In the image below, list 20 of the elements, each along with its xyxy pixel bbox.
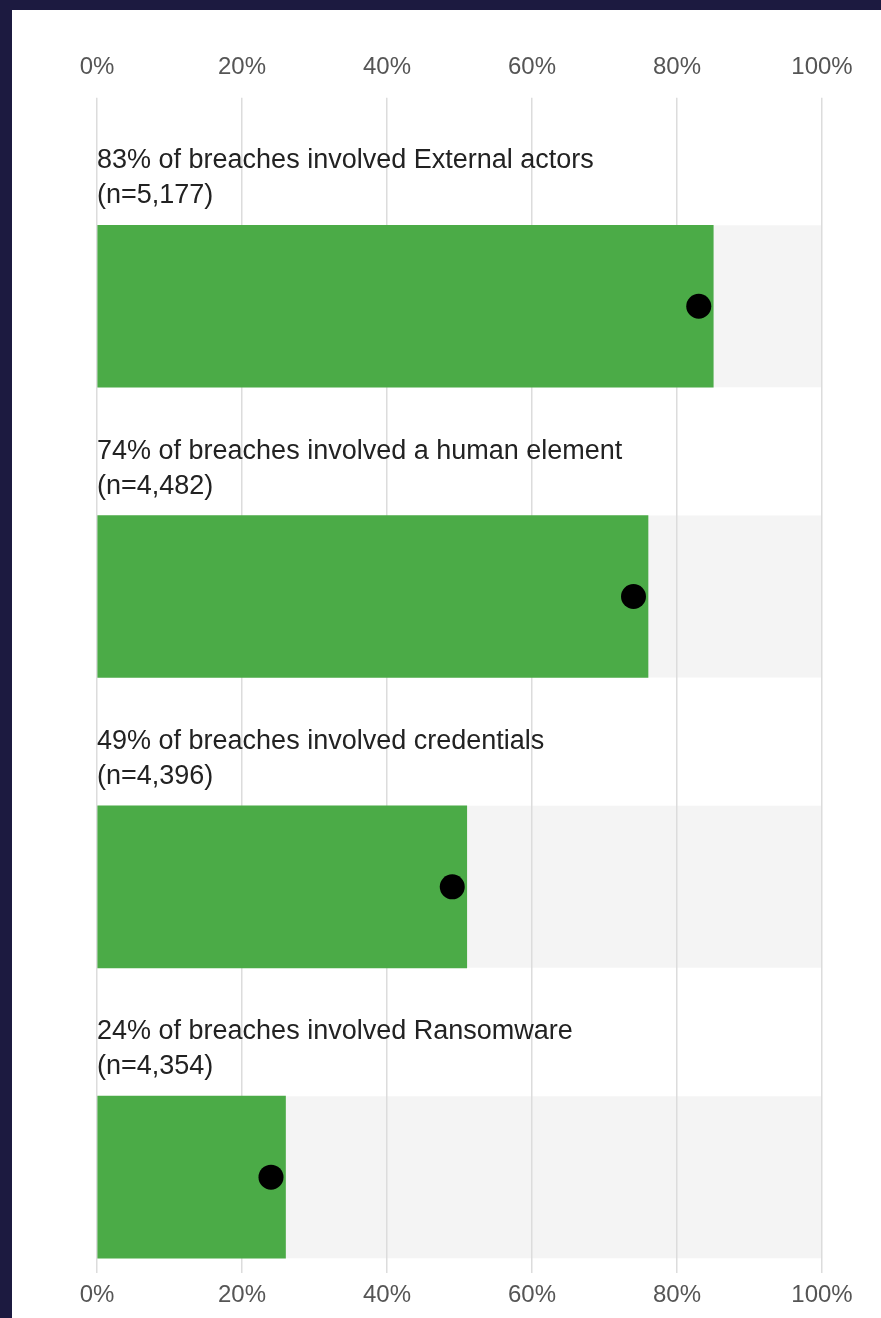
- y-tick-label: 24% of breaches involved Ransomware (n=4,354): [97, 1015, 573, 1081]
- x2-tick-label: 60%: [507, 1280, 557, 1308]
- x-tick-label: 0%: [79, 52, 115, 80]
- x2-tick-label: 40%: [362, 1280, 412, 1308]
- point: [439, 874, 465, 900]
- x2-tick-label: 20%: [217, 1280, 267, 1308]
- x2-tick-label: 0%: [79, 1280, 115, 1308]
- x2-tick-label: 100%: [791, 1280, 853, 1308]
- y-tick-label: 49% of breaches involved credentials (n=4,396): [97, 724, 545, 790]
- point: [686, 293, 712, 319]
- x-tick-label: 20%: [217, 52, 267, 80]
- x-tick-label: 40%: [362, 52, 412, 80]
- y-tick-label: 74% of breaches involved a human element (n=4,482): [97, 434, 623, 500]
- x-tick-label: 80%: [652, 52, 702, 80]
- point: [621, 584, 646, 610]
- point: [258, 1164, 284, 1190]
- y-tick-label: 83% of breaches involved External actors (n=5,177): [97, 144, 594, 210]
- x2-tick-label: 80%: [652, 1280, 702, 1308]
- x-tick-label: 100%: [791, 52, 853, 80]
- x-tick-label: 60%: [507, 52, 557, 80]
